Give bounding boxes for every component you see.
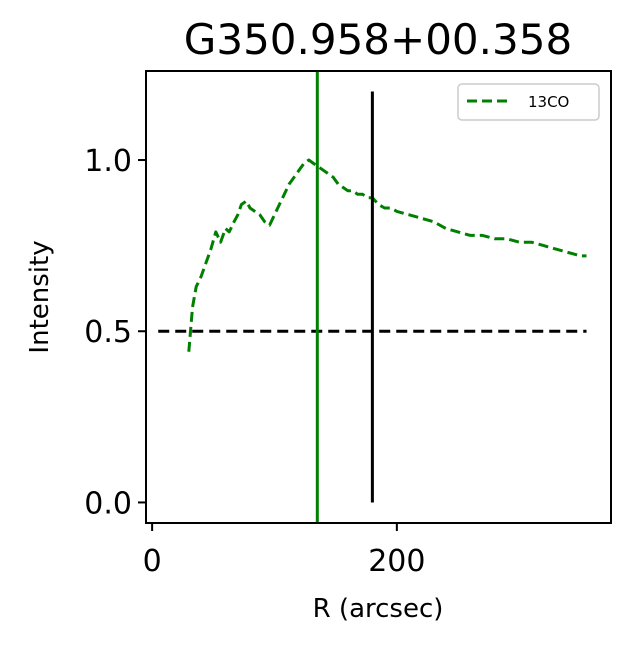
chart-title: G350.958+00.358: [184, 15, 572, 64]
x-tick-label: 0: [143, 544, 162, 579]
series-line-13co: [187, 158, 587, 352]
legend: 13CO: [457, 83, 600, 121]
plot-frame: [145, 70, 612, 524]
y-tick-label: 0.0: [84, 486, 132, 521]
y-tick-label: 0.5: [84, 315, 132, 350]
y-tick-label: 1.0: [84, 144, 132, 179]
x-axis-label: R (arcsec): [313, 594, 444, 624]
legend-box: [457, 83, 600, 121]
y-axis-label: Intensity: [25, 240, 55, 353]
legend-label-13co: 13CO: [528, 93, 569, 111]
plot-area: [158, 71, 587, 523]
axis-ticks: 0 200 0.0 0.5 1.0: [84, 144, 425, 579]
x-tick-label: 200: [368, 544, 425, 579]
